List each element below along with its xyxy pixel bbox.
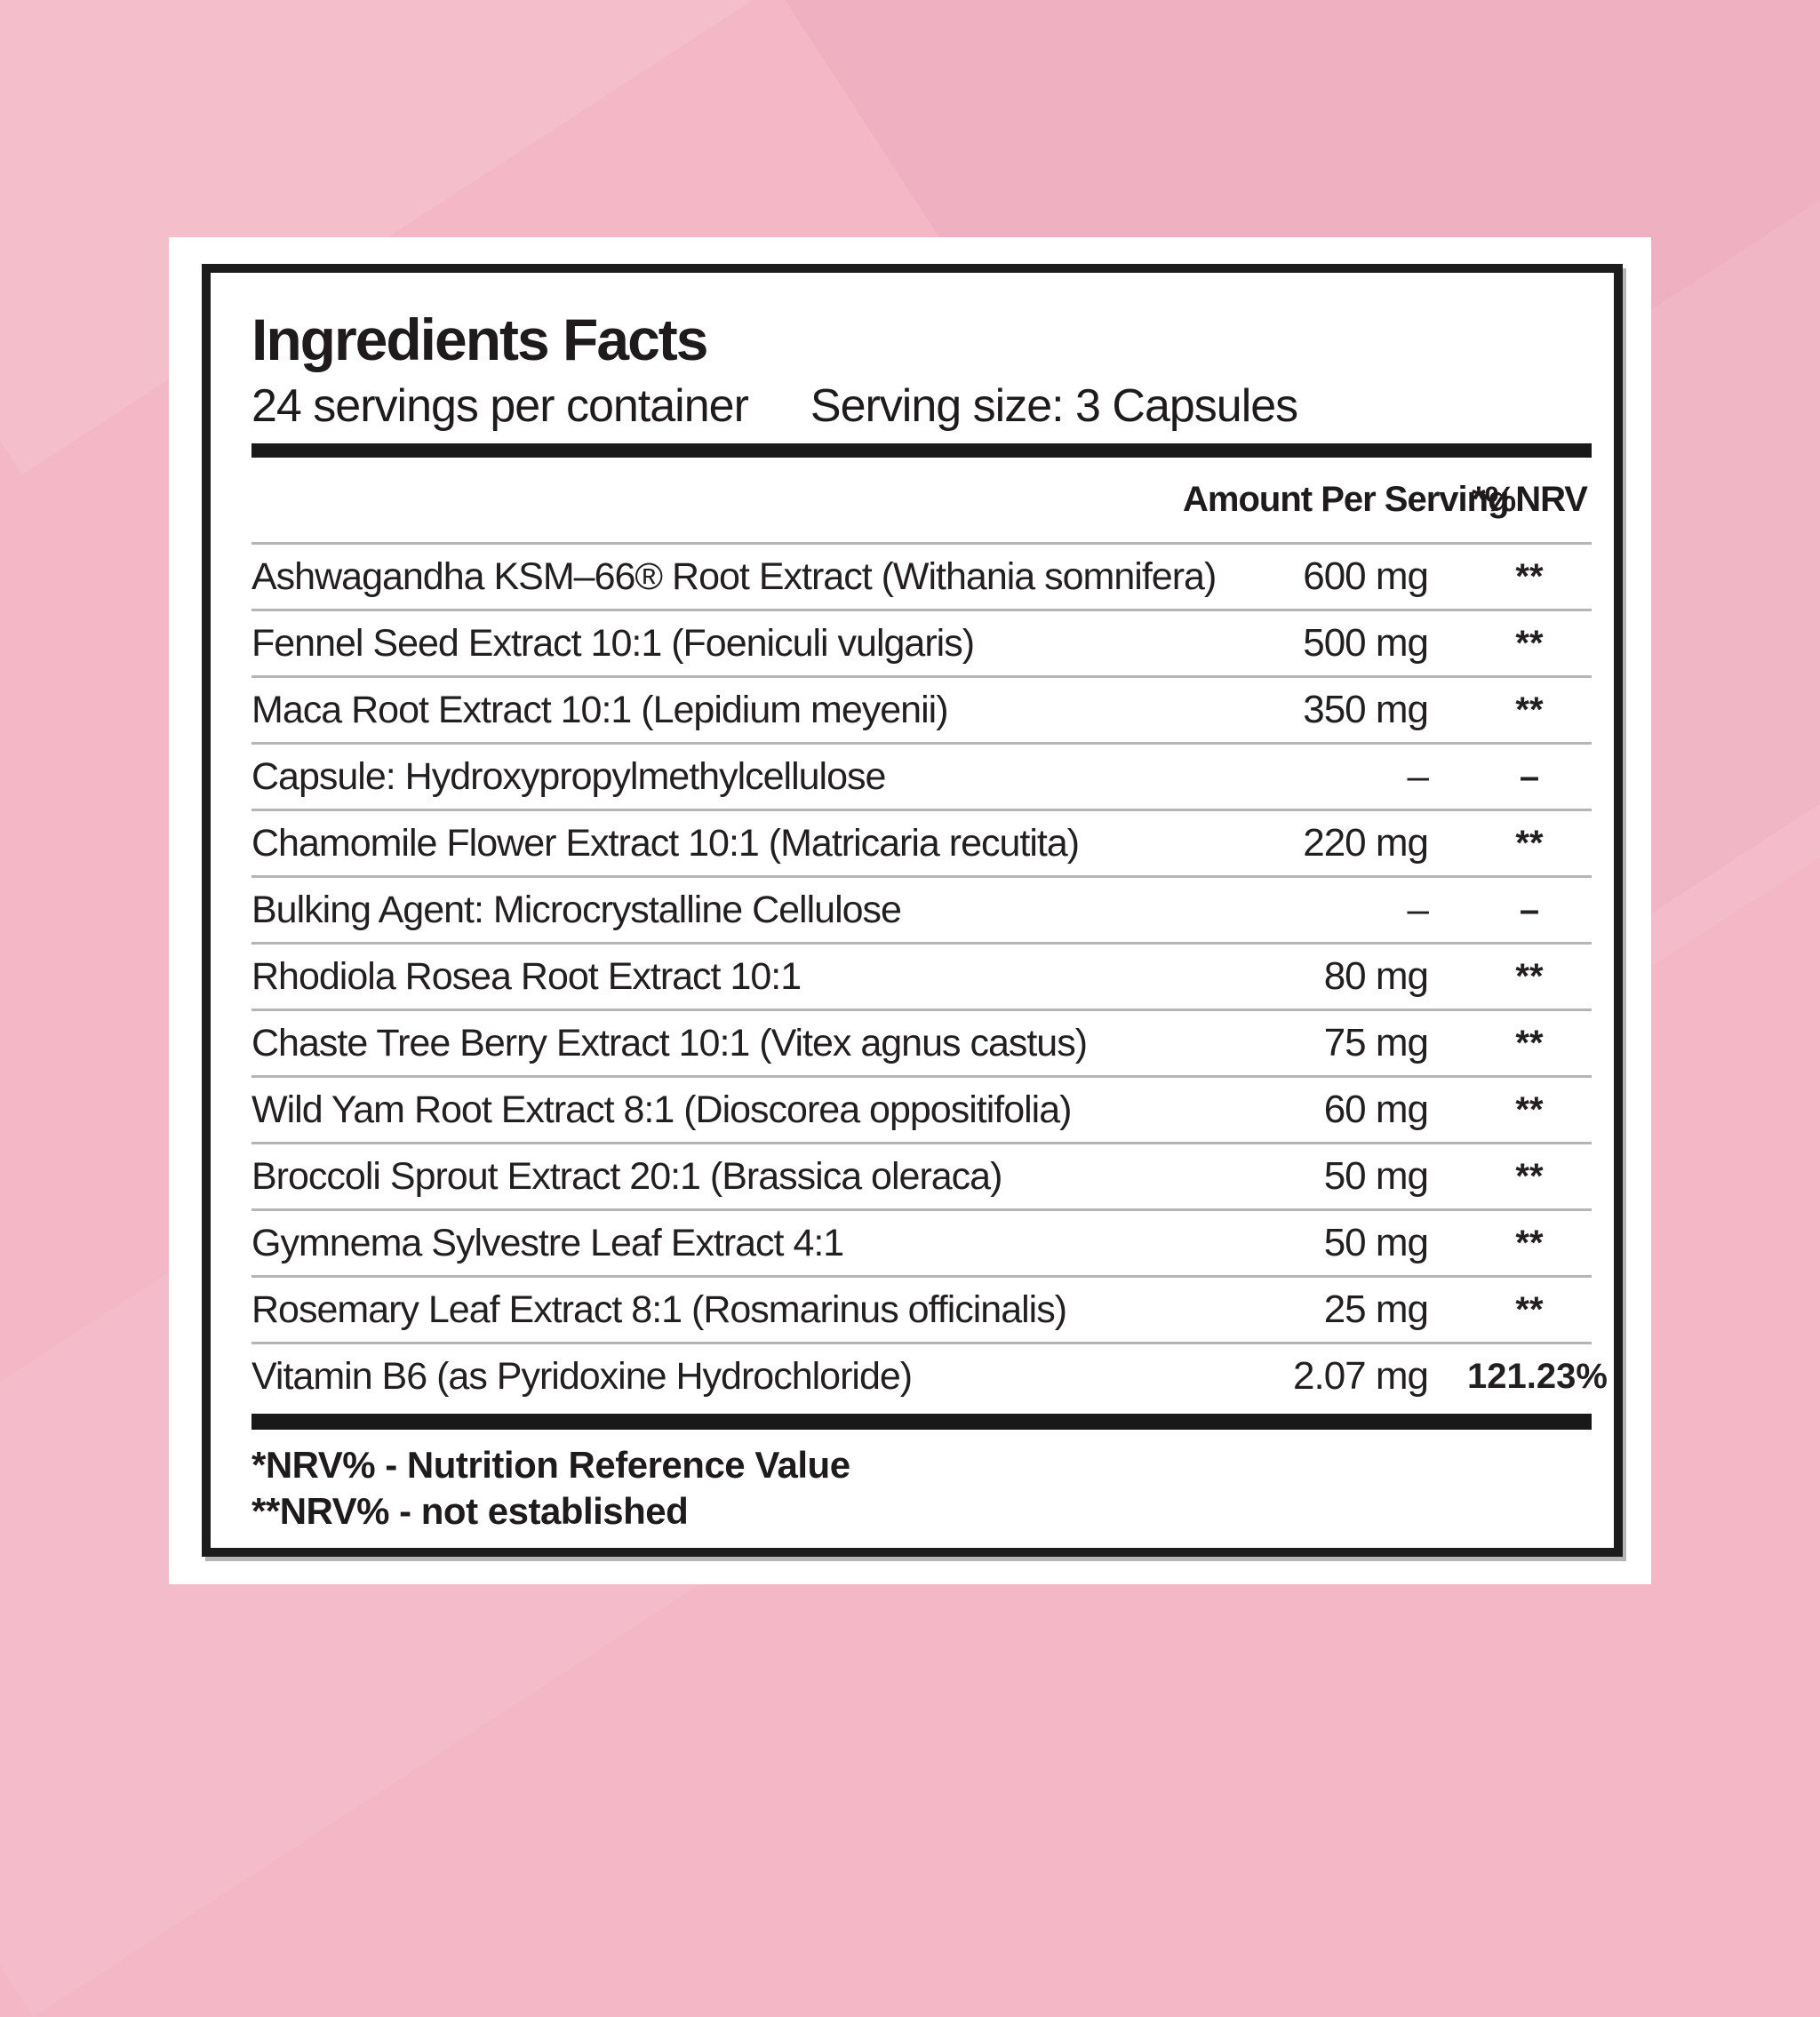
ingredient-amount: 25 mg (1323, 1288, 1429, 1331)
table-row: Rosemary Leaf Extract 8:1 (Rosmarinus of… (251, 1275, 1592, 1342)
ingredient-name: Maca Root Extract 10:1 (Lepidium meyenii… (251, 688, 949, 731)
ingredient-nrv: ** (1515, 1023, 1544, 1063)
table-row: Fennel Seed Extract 10:1 (Foeniculi vulg… (251, 609, 1592, 675)
ingredient-nrv: – (1519, 756, 1540, 796)
ingredient-name: Broccoli Sprout Extract 20:1 (Brassica o… (251, 1154, 1002, 1198)
table-row: Maca Root Extract 10:1 (Lepidium meyenii… (251, 675, 1592, 742)
ingredient-nrv: ** (1515, 1289, 1544, 1329)
ingredient-amount: – (1407, 754, 1429, 798)
ingredient-nrv: ** (1515, 956, 1544, 996)
ingredient-amount: 50 mg (1323, 1154, 1429, 1198)
footnotes: *NRV% - Nutrition Reference Value **NRV%… (251, 1442, 1592, 1535)
ingredient-name: Rosemary Leaf Extract 8:1 (Rosmarinus of… (251, 1288, 1067, 1331)
ingredient-amount: 60 mg (1323, 1088, 1429, 1131)
header-amount-per-serving: Amount Per Serving (1183, 480, 1510, 519)
table-row: Gymnema Sylvestre Leaf Extract 4:1 50 mg *… (251, 1208, 1592, 1275)
table-row: Broccoli Sprout Extract 20:1 (Brassica o… (251, 1142, 1592, 1208)
ingredient-amount: 350 mg (1303, 688, 1429, 731)
table-header-row: Amount Per Serving *%NRV (251, 458, 1592, 542)
ingredient-nrv: 121.23% (1467, 1356, 1608, 1396)
ingredient-name: Fennel Seed Extract 10:1 (Foeniculi vulg… (251, 621, 975, 665)
table-row: Wild Yam Root Extract 8:1 (Dioscorea opp… (251, 1075, 1592, 1142)
divider-bar-top (251, 443, 1592, 458)
table-row: Bulking Agent: Microcrystalline Cellulos… (251, 875, 1592, 942)
ingredient-amount: 80 mg (1323, 954, 1429, 998)
ingredient-amount: 600 mg (1303, 554, 1429, 598)
ingredient-nrv: ** (1515, 1089, 1544, 1129)
ingredient-nrv: ** (1515, 690, 1544, 729)
table-row: Capsule: Hydroxypropylmethylcellulose – – (251, 742, 1592, 809)
ingredient-name: Ashwagandha KSM–66® Root Extract (Withan… (251, 554, 1217, 598)
table-row: Rhodiola Rosea Root Extract 10:1 80 mg ** (251, 942, 1592, 1008)
ingredient-name: Vitamin B6 (as Pyridoxine Hydrochloride) (251, 1354, 913, 1398)
serving-info-line: 24 servings per container Serving size: … (251, 379, 1592, 433)
ingredient-name: Capsule: Hydroxypropylmethylcellulose (251, 754, 886, 798)
ingredient-name: Gymnema Sylvestre Leaf Extract 4:1 (251, 1221, 844, 1264)
table-row: Chamomile Flower Extract 10:1 (Matricari… (251, 809, 1592, 875)
ingredient-nrv: ** (1515, 1156, 1544, 1196)
ingredient-name: Rhodiola Rosea Root Extract 10:1 (251, 954, 802, 998)
ingredient-amount: 500 mg (1303, 621, 1429, 665)
ingredient-amount: 220 mg (1303, 821, 1429, 865)
footnote-nrv-not-established: **NRV% - not established (251, 1490, 689, 1532)
header-nrv: *%NRV (1472, 480, 1588, 519)
serving-size: Serving size: 3 Capsules (810, 380, 1298, 432)
table-row: Chaste Tree Berry Extract 10:1 (Vitex ag… (251, 1008, 1592, 1075)
label-image: { "background": { "pink": "#f3b7c6", "ca… (169, 237, 1651, 1584)
ingredient-nrv: – (1519, 889, 1540, 929)
ingredient-amount: 75 mg (1323, 1021, 1429, 1064)
ingredient-amount: – (1407, 888, 1429, 931)
ingredient-nrv: ** (1515, 823, 1544, 863)
ingredients-facts-panel: Ingredients Facts 24 servings per contai… (202, 264, 1623, 1557)
ingredient-name: Bulking Agent: Microcrystalline Cellulos… (251, 888, 902, 931)
ingredients-table-body: Ashwagandha KSM–66® Root Extract (Withan… (251, 542, 1608, 1408)
ingredient-amount: 50 mg (1323, 1221, 1429, 1264)
ingredient-nrv: ** (1515, 1223, 1544, 1263)
label-card: Ingredients Facts 24 servings per contai… (169, 237, 1651, 1584)
ingredient-name: Chaste Tree Berry Extract 10:1 (Vitex ag… (251, 1021, 1088, 1064)
ingredient-nrv: ** (1515, 556, 1544, 596)
servings-per-container: 24 servings per container (251, 380, 749, 432)
footnote-nrv-reference: *NRV% - Nutrition Reference Value (251, 1444, 850, 1486)
ingredient-name: Wild Yam Root Extract 8:1 (Dioscorea opp… (251, 1088, 1072, 1131)
ingredient-amount: 2.07 mg (1293, 1354, 1429, 1398)
table-row: Ashwagandha KSM–66® Root Extract (Withan… (251, 542, 1592, 609)
panel-title: Ingredients Facts (251, 307, 708, 372)
divider-bar-bottom (251, 1414, 1592, 1430)
table-row: Vitamin B6 (as Pyridoxine Hydrochloride)… (251, 1342, 1608, 1408)
ingredient-nrv: ** (1515, 623, 1544, 663)
ingredient-name: Chamomile Flower Extract 10:1 (Matricari… (251, 821, 1080, 865)
